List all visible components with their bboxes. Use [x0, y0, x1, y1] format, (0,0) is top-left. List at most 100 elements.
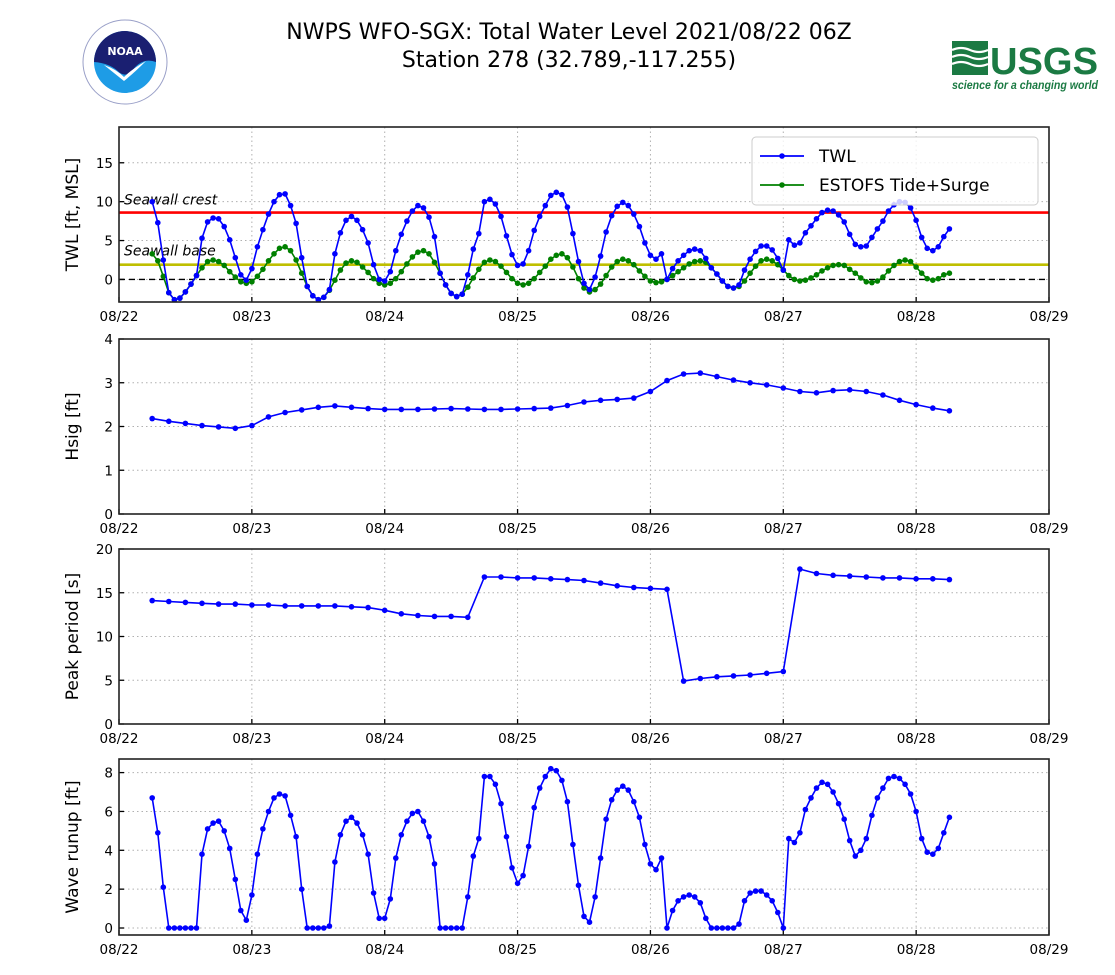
- data-point: [669, 272, 676, 279]
- data-point: [282, 191, 288, 197]
- data-point: [404, 218, 410, 224]
- data-point: [343, 260, 349, 266]
- data-point: [204, 826, 211, 832]
- data-point: [215, 258, 222, 265]
- x-tick-label: 08/29: [1030, 731, 1069, 747]
- data-point: [653, 279, 659, 286]
- data-point: [752, 888, 759, 894]
- data-point: [453, 293, 460, 300]
- data-point: [835, 261, 842, 268]
- data-point: [824, 265, 831, 271]
- data-point: [747, 890, 753, 896]
- data-point: [614, 258, 620, 265]
- data-point: [232, 601, 239, 607]
- data-point: [354, 820, 360, 826]
- data-point: [365, 405, 371, 412]
- data-point: [381, 406, 388, 413]
- data-point: [232, 876, 239, 883]
- data-point: [448, 405, 454, 412]
- data-point: [664, 377, 670, 384]
- data-point: [492, 258, 499, 265]
- data-point: [896, 397, 903, 404]
- data-point: [276, 191, 283, 198]
- data-point: [791, 839, 798, 846]
- data-point: [149, 198, 155, 205]
- y-tick-label: 15: [96, 156, 113, 172]
- data-point: [941, 272, 947, 278]
- legend-label: TWL: [818, 147, 856, 167]
- data-point: [846, 266, 853, 273]
- data-point: [398, 611, 405, 617]
- data-point: [298, 270, 305, 277]
- data-point: [592, 274, 598, 280]
- data-point: [265, 808, 272, 815]
- x-tick-label: 08/26: [631, 521, 670, 537]
- data-point: [249, 892, 255, 898]
- data-point: [786, 835, 792, 842]
- x-tick-label: 08/23: [232, 309, 271, 325]
- data-point: [310, 293, 316, 299]
- data-point: [669, 907, 676, 914]
- data-point: [697, 900, 704, 906]
- y-tick-label: 0: [104, 507, 113, 523]
- axes-frame: [118, 758, 1050, 936]
- x-tick-label: 08/29: [1030, 309, 1069, 325]
- data-point: [304, 283, 311, 290]
- data-point: [514, 575, 521, 581]
- data-point: [188, 281, 194, 287]
- y-tick-label: 0: [104, 717, 113, 733]
- data-point: [691, 258, 698, 265]
- data-point: [581, 913, 587, 920]
- x-tick-label: 08/24: [365, 942, 404, 958]
- y-tick-label: 15: [96, 586, 113, 602]
- x-tick-label: 08/27: [764, 309, 803, 325]
- data-point: [680, 678, 687, 684]
- data-point: [276, 245, 283, 252]
- data-point: [381, 607, 388, 614]
- x-tick-label: 08/29: [1030, 521, 1069, 537]
- data-point: [465, 284, 471, 291]
- data-point: [310, 925, 316, 931]
- data-point: [791, 242, 798, 248]
- data-point: [387, 280, 394, 287]
- data-point: [741, 278, 748, 284]
- x-tick-label: 08/24: [365, 731, 404, 747]
- data-point: [343, 818, 349, 824]
- data-point: [802, 806, 809, 813]
- y-tick-label: 8: [104, 766, 113, 782]
- data-point: [786, 237, 792, 243]
- data-point: [315, 603, 322, 609]
- series-line: [151, 191, 951, 301]
- data-point: [714, 925, 720, 931]
- data-point: [841, 219, 847, 225]
- data-point: [597, 281, 604, 287]
- data-point: [260, 266, 266, 273]
- data-point: [863, 243, 870, 249]
- data-point: [160, 273, 167, 280]
- data-point: [298, 254, 305, 261]
- data-point: [254, 273, 261, 280]
- data-point: [393, 275, 399, 282]
- data-point: [581, 577, 587, 584]
- data-point: [542, 263, 549, 270]
- data-point: [924, 245, 930, 252]
- data-point: [514, 880, 521, 887]
- legend-swatch-marker: [779, 153, 785, 159]
- data-point: [581, 399, 587, 405]
- data-point: [880, 274, 886, 280]
- data-point: [453, 925, 460, 931]
- data-point: [199, 265, 205, 271]
- data-point: [863, 574, 870, 580]
- data-point: [243, 277, 250, 284]
- data-point: [736, 921, 742, 927]
- data-point: [780, 925, 787, 931]
- data-point: [691, 246, 698, 252]
- data-point: [913, 264, 919, 270]
- data-point: [498, 213, 504, 220]
- data-point: [780, 267, 787, 273]
- data-point: [835, 212, 842, 218]
- data-point: [697, 675, 704, 682]
- data-point: [321, 925, 327, 931]
- data-point: [708, 265, 715, 271]
